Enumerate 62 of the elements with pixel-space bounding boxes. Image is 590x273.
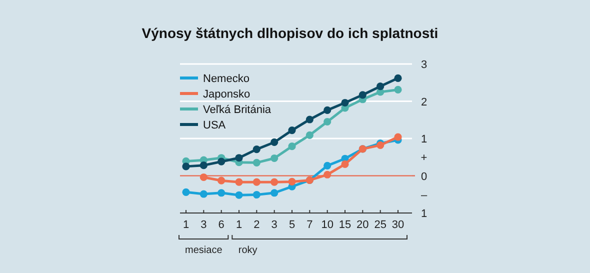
chart-title: Výnosy štátnych dlhopisov do ich splatnosti: [142, 25, 438, 41]
point: [306, 131, 314, 139]
point: [324, 162, 332, 170]
point: [376, 82, 384, 90]
point: [341, 160, 349, 168]
point: [235, 154, 243, 162]
point: [358, 91, 366, 99]
text: roky: [238, 245, 258, 256]
x-tick-label: 7: [306, 219, 313, 231]
y-tick-label: +: [420, 152, 428, 164]
legend-label: USA: [203, 120, 226, 132]
point: [394, 86, 402, 94]
x-tick-label: 10: [321, 219, 334, 231]
x-tick-label: 20: [356, 219, 369, 231]
y-tick-label: 2: [420, 96, 428, 108]
legend-label: Japonsko: [203, 88, 250, 100]
point: [270, 189, 278, 197]
point: [306, 116, 314, 124]
point: [288, 126, 296, 134]
point: [252, 190, 260, 199]
point: [182, 188, 190, 196]
point: [235, 191, 243, 199]
y-tick-label: 3: [420, 59, 428, 71]
point: [218, 176, 226, 184]
point: [394, 74, 402, 82]
point: [252, 158, 260, 167]
point: [288, 142, 296, 150]
legend-label: Veľká Británia: [203, 104, 272, 116]
point: [235, 178, 243, 186]
x-tick-label: 15: [338, 219, 352, 231]
x-tick-label: 3: [271, 219, 278, 231]
x-tick-label: 25: [374, 219, 386, 231]
point: [200, 162, 208, 170]
point: [288, 178, 296, 186]
x-tick-label: 30: [392, 219, 404, 231]
y-tick-label: 1: [420, 134, 428, 146]
point: [324, 106, 332, 114]
point: [200, 190, 208, 198]
x-tick-label: 3: [200, 219, 207, 231]
point: [270, 178, 278, 186]
point: [182, 162, 190, 170]
point: [394, 133, 402, 141]
point: [324, 118, 332, 126]
point: [218, 158, 226, 166]
point: [252, 178, 260, 186]
point: [218, 189, 226, 197]
x-tick-label: 6: [218, 219, 224, 231]
point: [324, 170, 332, 178]
x-tick-label: 5: [288, 219, 296, 231]
x-tick-label: 2: [254, 219, 260, 231]
point: [270, 138, 278, 146]
point: [200, 173, 208, 182]
text: mesiace: [185, 245, 223, 256]
x-tick-label: 1: [182, 219, 190, 231]
y-tick-label: –: [420, 189, 428, 202]
y-tick-label: 1: [420, 208, 428, 220]
x-tick-label: 1: [236, 219, 242, 231]
y-tick-label: 0: [420, 170, 428, 183]
point: [252, 146, 260, 154]
point: [341, 98, 349, 107]
point: [270, 154, 278, 162]
legend-label: Nemecko: [203, 73, 250, 85]
